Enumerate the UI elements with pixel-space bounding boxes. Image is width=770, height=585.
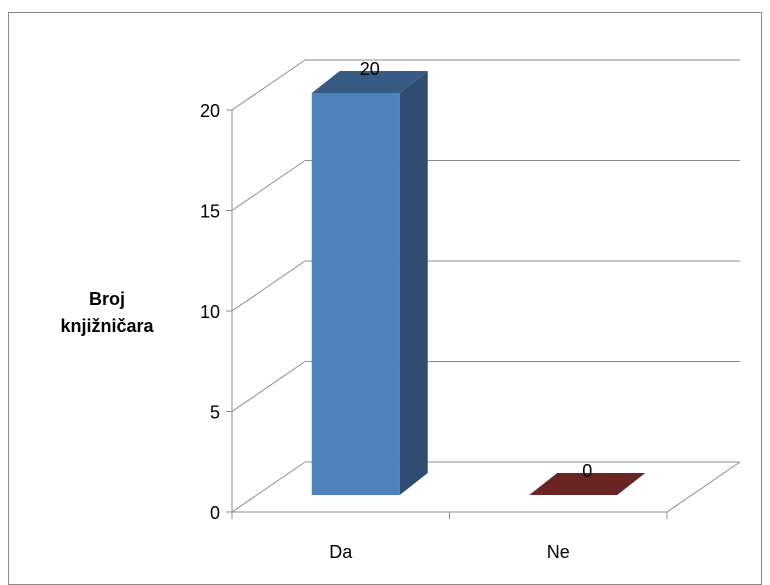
y-tick-label: 5 bbox=[210, 403, 220, 423]
y-axis-label-line-2: knjižničara bbox=[60, 316, 154, 336]
y-tick-label: 15 bbox=[200, 202, 220, 222]
bar-da-top bbox=[311, 71, 428, 93]
gridline-side bbox=[231, 160, 306, 211]
x-category-label: Da bbox=[329, 542, 353, 562]
floor-right-edge bbox=[666, 461, 741, 513]
gridline-side bbox=[231, 361, 306, 412]
y-tick-label: 10 bbox=[200, 302, 220, 322]
gridline-side bbox=[231, 461, 306, 513]
bar-layer bbox=[311, 71, 646, 495]
bar-da-side bbox=[399, 71, 428, 495]
data-label: 20 bbox=[360, 59, 380, 79]
gridline-side bbox=[231, 59, 306, 111]
bar-ne-top bbox=[529, 473, 646, 495]
grid-layer bbox=[231, 59, 741, 513]
gridline-side bbox=[231, 260, 306, 312]
label-layer: 0 5 10 15 20 20 Da 0 Ne bbox=[200, 59, 592, 562]
x-category-label: Ne bbox=[547, 542, 570, 562]
axis-layer bbox=[226, 109, 668, 519]
y-tick-label: 0 bbox=[210, 503, 220, 523]
y-tick-label: 20 bbox=[200, 101, 220, 121]
y-axis-label-line-1: Broj bbox=[89, 289, 125, 309]
data-label: 0 bbox=[582, 461, 592, 481]
bar-da-front bbox=[311, 93, 400, 495]
